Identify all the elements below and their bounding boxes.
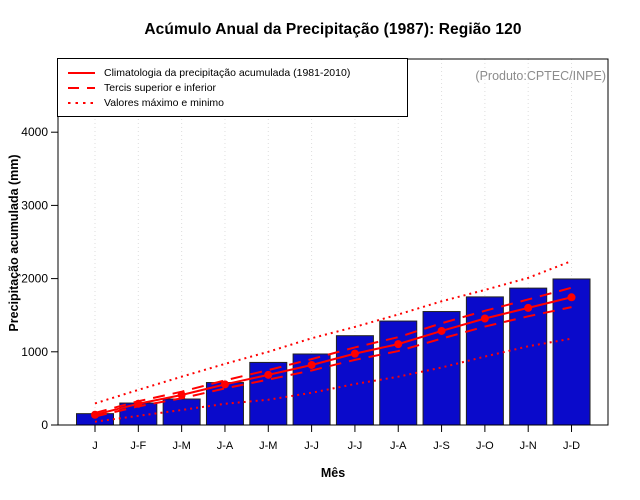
x-tick-label: J-J [348,440,363,452]
x-tick-label: J-A [390,440,407,452]
x-tick-label: J [92,440,98,452]
y-tick-label: 1000 [21,345,48,359]
climatology-point [220,380,229,389]
climatology-point [91,410,99,419]
x-tick-label: J-D [563,440,580,452]
legend-item-label: Valores máximo e minimo [104,96,225,109]
x-tick-label: J-J [304,440,319,452]
climatology-point [524,303,533,312]
x-tick-label: J-S [433,440,450,452]
x-tick-label: J-N [520,440,537,452]
y-axis-title: Precipitação acumulada (mm) [7,154,21,332]
climatology-point [264,370,273,379]
legend-item-climatology: Climatologia da precipitação acumulada (… [68,65,407,80]
climatology-point [307,360,316,369]
bar-J-J-7 [335,335,374,426]
x-axis-title: Mês [320,466,346,480]
climatology-point [567,293,576,302]
climatology-point [177,390,186,399]
y-tick-label: 4000 [21,125,48,139]
y-tick-label: 3000 [21,198,48,212]
x-tick-label: J-A [217,440,234,452]
climatology-point [394,340,403,349]
series-line-solid [94,296,572,416]
y-tick-label: 0 [41,418,48,432]
legend-item-label: Climatologia da precipitação acumulada (… [104,66,351,79]
legend-item-terciles: Tercis superior e inferior [68,80,407,95]
x-tick-label: J-F [130,440,146,452]
climatology-point [350,349,359,358]
watermark-text: (Produto:CPTEC/INPE) [475,69,606,83]
dotted-line-icon [68,101,95,104]
legend-item-label: Tercis superior e inferior [104,81,217,94]
bar-J-O-10 [465,296,504,426]
legend-item-max-min: Valores máximo e minimo [68,95,407,110]
y-tick-label: 2000 [21,272,48,286]
x-tick-label: J-M [172,440,190,452]
x-tick-label: J-O [476,440,494,452]
x-tick-label: J-M [259,440,277,452]
climatology-point [480,314,489,323]
series-line-dotted [94,337,572,423]
solid-line-icon [68,71,95,74]
dashed-line-icon [68,86,95,89]
bar-J-M-3 [162,398,201,426]
series-line-dashed [94,306,572,418]
climatology-point [437,326,446,335]
legend: Climatologia da precipitação acumulada (… [57,58,408,117]
series-line-dashed [94,286,572,414]
bar-J-D-12 [552,278,591,426]
climatology-point [134,399,143,408]
bar-J-A-4 [205,382,244,426]
bar-J-A-8 [379,320,418,426]
chart-title: Acúmulo Anual da Precipitação (1987): Re… [144,21,522,38]
